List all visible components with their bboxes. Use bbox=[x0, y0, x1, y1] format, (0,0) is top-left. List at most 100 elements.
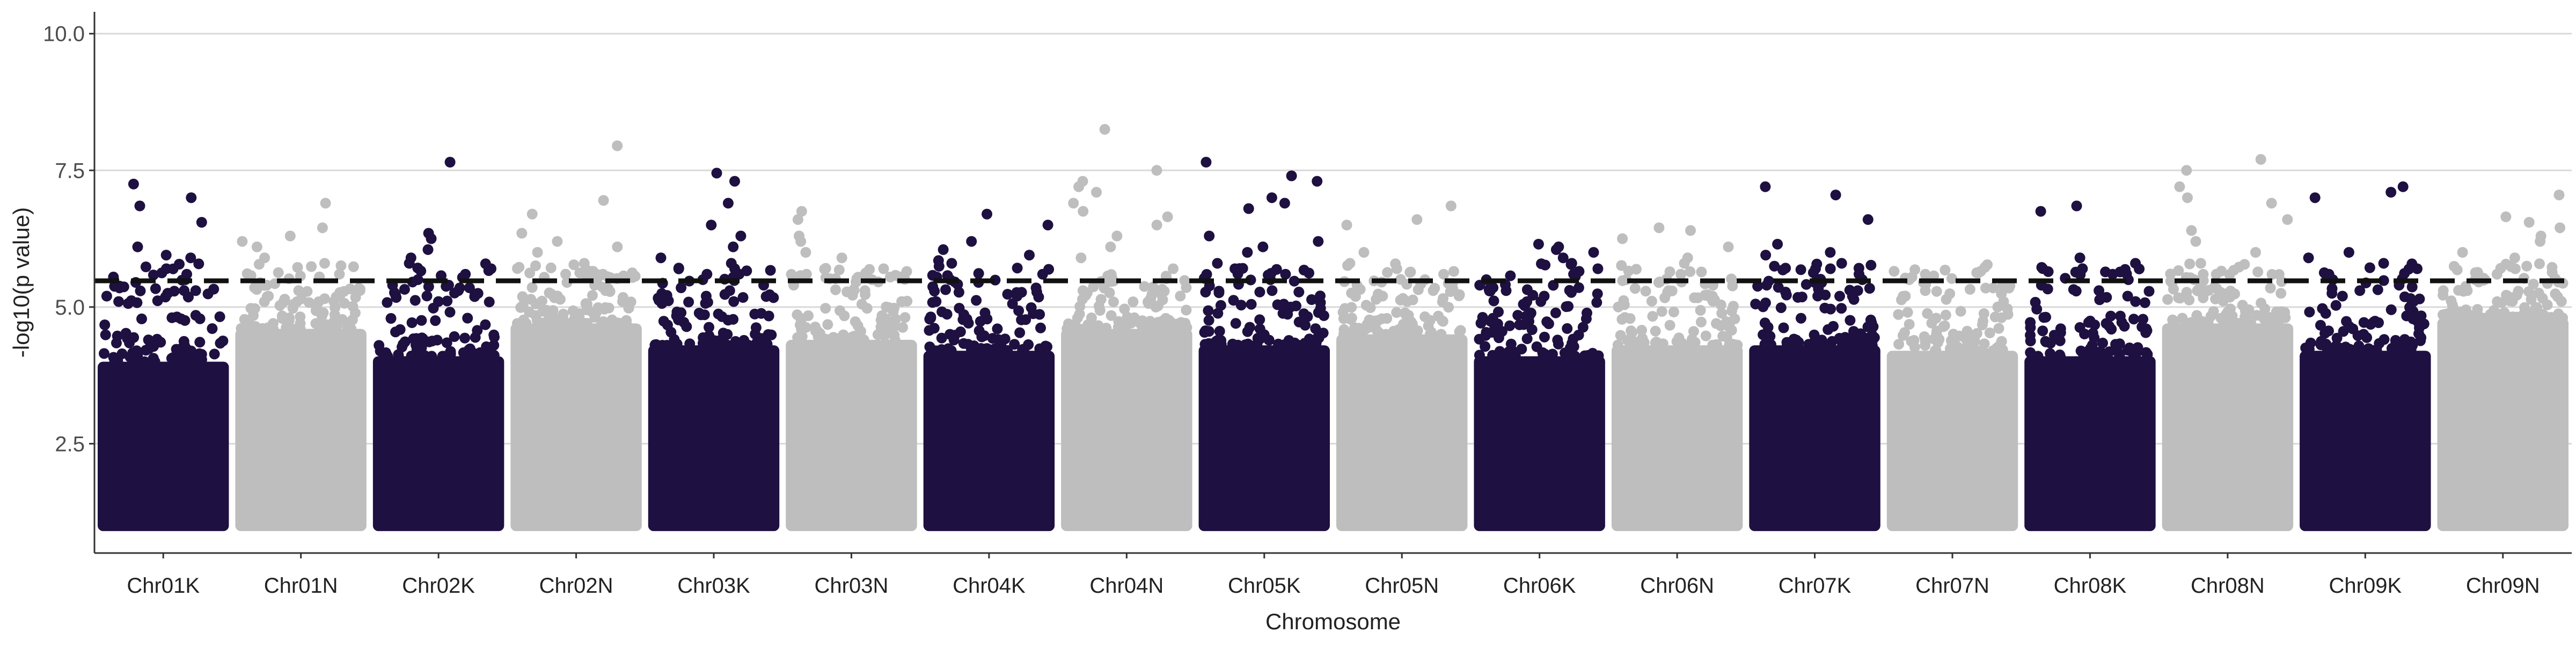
data-point bbox=[1382, 267, 1393, 278]
data-point bbox=[933, 255, 944, 266]
data-point bbox=[1485, 285, 1496, 296]
data-point bbox=[612, 140, 623, 151]
point-band bbox=[1886, 351, 2018, 532]
data-point bbox=[2229, 288, 2240, 300]
data-point bbox=[1285, 301, 1296, 312]
data-point bbox=[472, 288, 484, 299]
data-point bbox=[1940, 265, 1951, 275]
data-point bbox=[1298, 265, 1309, 275]
data-point bbox=[1181, 304, 1192, 316]
x-tick-label: Chr03K bbox=[677, 574, 750, 598]
data-point bbox=[472, 325, 483, 336]
data-point bbox=[148, 270, 159, 281]
data-point bbox=[442, 295, 453, 307]
chromosome-group-chr05k bbox=[1198, 157, 1330, 532]
data-point bbox=[1920, 268, 1931, 280]
data-point bbox=[2509, 252, 2520, 264]
data-point bbox=[209, 348, 220, 360]
data-point bbox=[411, 344, 422, 354]
data-point bbox=[810, 322, 821, 332]
data-point bbox=[1646, 295, 1657, 307]
data-point bbox=[982, 208, 992, 220]
data-point bbox=[993, 334, 1004, 345]
data-point bbox=[671, 310, 682, 322]
data-point bbox=[1113, 316, 1124, 327]
data-point bbox=[1396, 323, 1408, 334]
data-point bbox=[925, 311, 936, 323]
chromosome-group-chr07n bbox=[1886, 259, 2018, 532]
data-point bbox=[2440, 309, 2451, 320]
data-point bbox=[1760, 297, 1771, 309]
data-point bbox=[2037, 325, 2048, 337]
data-point bbox=[1707, 290, 1718, 302]
data-point bbox=[1538, 351, 1549, 362]
data-point bbox=[208, 283, 219, 295]
data-point bbox=[786, 269, 797, 280]
data-point bbox=[480, 319, 491, 330]
data-point bbox=[2491, 268, 2502, 280]
data-point bbox=[890, 314, 901, 325]
data-point bbox=[1105, 241, 1116, 252]
data-point bbox=[1816, 335, 1827, 346]
data-point bbox=[1949, 333, 1960, 344]
data-point bbox=[1147, 281, 1159, 293]
data-point bbox=[971, 295, 982, 306]
data-point bbox=[381, 350, 392, 361]
data-point bbox=[1695, 305, 1706, 316]
data-point bbox=[552, 236, 563, 247]
data-point bbox=[169, 286, 180, 297]
data-point bbox=[1685, 266, 1696, 277]
data-point bbox=[397, 341, 407, 353]
data-point bbox=[1696, 266, 1707, 278]
data-point bbox=[1407, 328, 1418, 338]
data-point bbox=[408, 333, 419, 344]
data-point bbox=[194, 348, 205, 359]
data-point bbox=[2175, 293, 2186, 304]
data-point bbox=[881, 324, 892, 335]
data-point bbox=[1162, 211, 1173, 222]
data-point bbox=[1026, 302, 1037, 313]
data-point bbox=[214, 311, 225, 322]
data-point bbox=[1922, 308, 1933, 319]
x-tick-label: Chr05K bbox=[1228, 574, 1301, 598]
data-point bbox=[1437, 315, 1448, 326]
data-point bbox=[966, 236, 977, 247]
data-point bbox=[2114, 310, 2126, 322]
data-point bbox=[901, 266, 912, 277]
data-point bbox=[1626, 327, 1637, 338]
data-point bbox=[1847, 290, 1858, 302]
data-point bbox=[2462, 285, 2473, 296]
data-point bbox=[2343, 247, 2354, 258]
data-point bbox=[1700, 330, 1711, 341]
data-point bbox=[2369, 316, 2381, 327]
data-point bbox=[1707, 339, 1718, 351]
data-point bbox=[1531, 341, 1542, 352]
chromosome-group-chr03n bbox=[786, 206, 917, 532]
data-point bbox=[1338, 329, 1349, 340]
data-point bbox=[1944, 343, 1956, 354]
data-point bbox=[2184, 258, 2196, 270]
data-point bbox=[526, 208, 538, 220]
data-point bbox=[1931, 328, 1942, 339]
data-point bbox=[140, 345, 151, 356]
data-point bbox=[819, 264, 830, 275]
data-point bbox=[2330, 300, 2341, 311]
data-point bbox=[1037, 268, 1048, 280]
data-point bbox=[2538, 310, 2550, 321]
data-point bbox=[1078, 206, 1089, 217]
data-point bbox=[582, 318, 593, 329]
data-point bbox=[1428, 285, 1439, 296]
data-point bbox=[544, 318, 555, 329]
data-point bbox=[2054, 349, 2066, 360]
data-point bbox=[524, 267, 536, 279]
data-point bbox=[2397, 181, 2409, 192]
data-point bbox=[676, 282, 687, 293]
data-point bbox=[592, 302, 604, 313]
data-point bbox=[1762, 322, 1774, 333]
data-point bbox=[139, 356, 150, 367]
data-point bbox=[190, 310, 201, 321]
data-point bbox=[1724, 318, 1735, 330]
data-point bbox=[374, 340, 385, 351]
data-point bbox=[1562, 323, 1573, 334]
data-point bbox=[2386, 343, 2397, 354]
